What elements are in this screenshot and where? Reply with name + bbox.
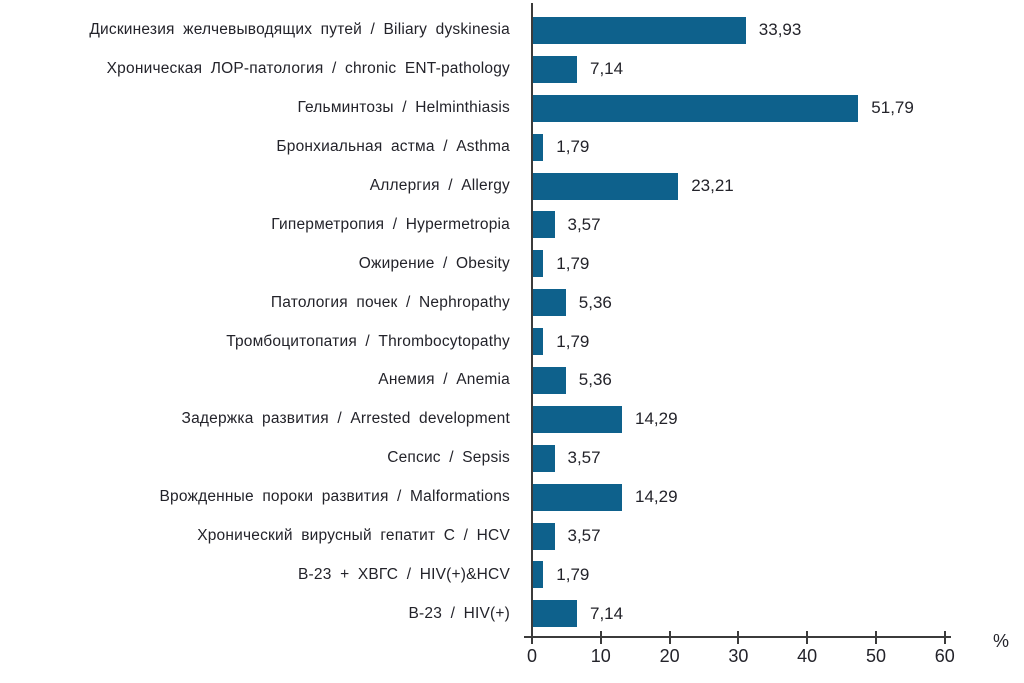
category-label: Анемия / Anemia	[378, 371, 510, 389]
category-label: Ожирение / Obesity	[358, 254, 510, 272]
bar-row: Дискинезия желчевыводящих путей / Biliar…	[0, 11, 1024, 50]
bar-row: Сепсис / Sepsis 3,57	[0, 439, 1024, 478]
bar-zone: 51,79	[532, 89, 914, 128]
category-label: Дискинезия желчевыводящих путей / Biliar…	[89, 21, 510, 39]
category-label: Бронхиальная астма / Asthma	[276, 138, 510, 156]
bar-row: Патология почек / Nephropathy 5,36	[0, 283, 1024, 322]
bar-zone: 3,57	[532, 205, 601, 244]
category-label: Тромбоцитопатия / Thrombocytopathy	[226, 332, 510, 350]
bar	[532, 133, 544, 161]
category-label: В-23 / HIV(+)	[408, 604, 510, 622]
tick-label: 30	[728, 646, 749, 666]
bar-row: В-23 + ХВГС / HIV(+)&HCV 1,79	[0, 555, 1024, 594]
bar-zone: 1,79	[532, 128, 589, 167]
bar-zone: 5,36	[532, 283, 612, 322]
tick-mark	[668, 631, 671, 644]
bar	[532, 328, 544, 356]
value-label: 33,93	[758, 20, 802, 40]
bar-zone: 14,29	[532, 478, 678, 517]
value-label: 5,36	[578, 292, 612, 312]
bar	[532, 94, 859, 122]
bar-zone: 3,57	[532, 517, 601, 556]
tick-mark	[943, 631, 946, 644]
bar	[532, 444, 555, 472]
tick-label: 10	[590, 646, 611, 666]
category-label: Гельминтозы / Helminthiasis	[297, 99, 510, 117]
tick-mark	[806, 631, 809, 644]
bar-zone: 33,93	[532, 11, 801, 50]
bar-zone: 7,14	[532, 594, 623, 633]
bar	[532, 405, 622, 433]
value-label: 14,29	[635, 409, 678, 429]
bar-row: Задержка развития / Arrested development…	[0, 400, 1024, 439]
bar	[532, 172, 679, 200]
bar	[532, 366, 566, 394]
bar-row: Анемия / Anemia 5,36	[0, 361, 1024, 400]
bar-row: Хроническая ЛОР-патология / chronic ENT-…	[0, 50, 1024, 89]
bar-zone: 5,36	[532, 361, 612, 400]
category-label: Сепсис / Sepsis	[387, 449, 510, 467]
category-label: Задержка развития / Arrested development	[181, 410, 510, 428]
tick-mark	[737, 631, 740, 644]
value-label: 1,79	[556, 137, 590, 157]
category-label: Гиперметропия / Hypermetropia	[271, 215, 510, 233]
bar-row: Бронхиальная астма / Asthma 1,79	[0, 128, 1024, 167]
bar-zone: 23,21	[532, 167, 734, 206]
category-label: Хроническая ЛОР-патология / chronic ENT-…	[106, 60, 510, 78]
tick-label: 40	[797, 646, 818, 666]
bar	[532, 600, 577, 628]
tick-label: 50	[865, 646, 887, 666]
tick-label: 0	[526, 646, 537, 666]
value-label: 23,21	[691, 176, 734, 195]
value-label: 1,79	[556, 564, 590, 584]
bar	[532, 211, 555, 239]
value-label: 14,29	[635, 487, 678, 507]
bar-zone: 7,14	[532, 50, 623, 89]
value-label: 1,79	[556, 253, 590, 273]
bar	[532, 16, 746, 44]
value-label: 7,14	[590, 603, 624, 623]
bar-zone: 1,79	[532, 244, 589, 283]
bar-row: Гиперметропия / Hypermetropia 3,57	[0, 205, 1024, 244]
tick-mark	[599, 631, 602, 644]
bar-zone: 14,29	[532, 400, 678, 439]
bar	[532, 483, 622, 511]
category-label: Аллергия / Allergy	[369, 177, 510, 194]
tick-label: 60	[934, 646, 955, 666]
y-axis-line	[531, 3, 533, 637]
value-label: 3,57	[567, 214, 601, 234]
category-label: Хронический вирусный гепатит С / HCV	[197, 527, 510, 545]
bar-zone: 1,79	[532, 322, 589, 361]
value-label: 3,57	[567, 448, 601, 468]
bar	[532, 289, 566, 317]
bar-row: Гельминтозы / Helminthiasis 51,79	[0, 89, 1024, 128]
tick-mark	[875, 631, 877, 644]
category-label: В-23 + ХВГС / HIV(+)&HCV	[298, 565, 510, 583]
value-label: 1,79	[556, 331, 590, 351]
bar-row: Аллергия / Allergy 23,21	[0, 167, 1024, 206]
bar	[532, 250, 544, 278]
bar	[532, 522, 555, 550]
value-label: 5,36	[578, 370, 612, 390]
bar-rows-container: Дискинезия желчевыводящих путей / Biliar…	[0, 11, 1024, 633]
value-label: 7,14	[590, 59, 624, 79]
bar	[532, 561, 544, 589]
tick-label: 20	[659, 646, 680, 666]
bar-row: Тромбоцитопатия / Thrombocytopathy 1,79	[0, 322, 1024, 361]
value-label: 3,57	[567, 526, 601, 546]
bar-row: В-23 / HIV(+) 7,14	[0, 594, 1024, 633]
bar	[532, 55, 577, 83]
x-axis-unit-label: %	[993, 631, 1010, 651]
tick-mark	[531, 631, 533, 644]
bar-zone: 3,57	[532, 439, 601, 478]
bar-row: Врожденные пороки развития / Malformatio…	[0, 478, 1024, 517]
value-label: 51,79	[871, 98, 914, 118]
category-label: Патология почек / Nephropathy	[270, 293, 510, 311]
bar-row: Ожирение / Obesity 1,79	[0, 244, 1024, 283]
bar-row: Хронический вирусный гепатит С / HCV 3,5…	[0, 517, 1024, 556]
category-label: Врожденные пороки развития / Malformatio…	[159, 488, 510, 506]
bar-zone: 1,79	[532, 555, 589, 594]
